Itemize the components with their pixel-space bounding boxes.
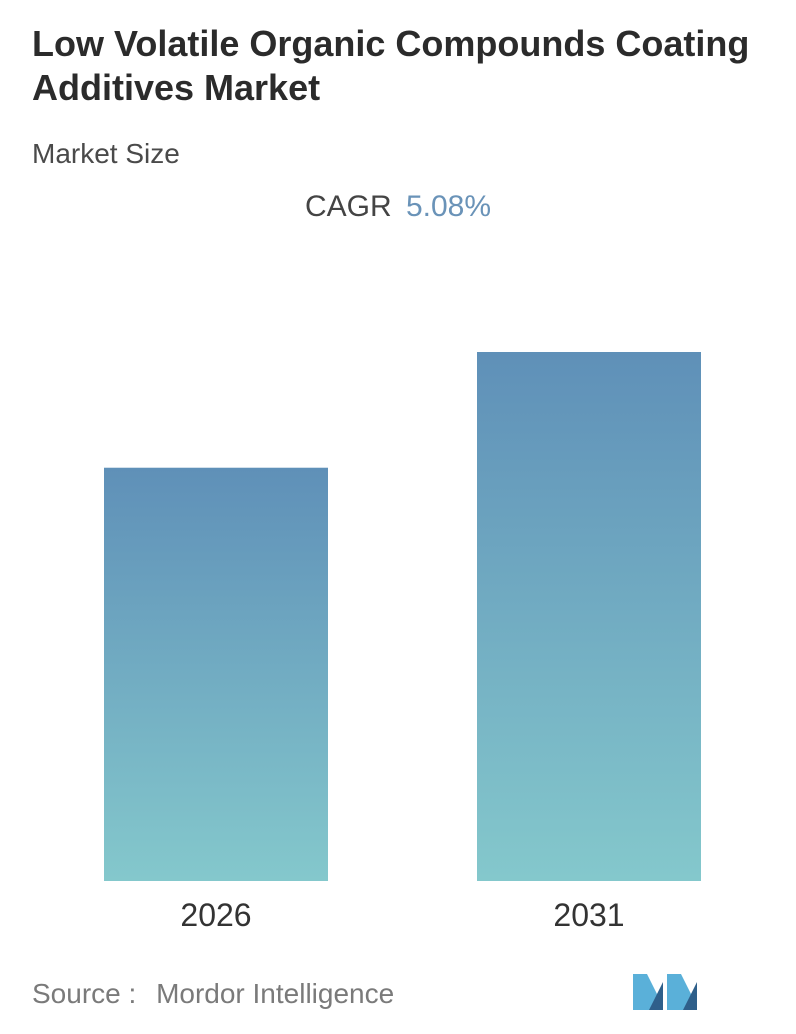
bars-group	[104, 352, 701, 881]
x-axis-labels: 2026 2031	[180, 897, 624, 933]
x-tick-label-2031: 2031	[553, 897, 624, 933]
chart-subtitle: Market Size	[32, 138, 180, 169]
chart-title: Low Volatile Organic Compounds Coating A…	[32, 23, 750, 108]
cagr-label: CAGR	[304, 190, 392, 223]
cagr-indicator: CAGR 5.08%	[0, 190, 796, 224]
bar-2026	[104, 467, 328, 881]
bar-2031	[477, 352, 701, 881]
cagr-value: 5.08%	[405, 190, 492, 223]
x-tick-label-2026: 2026	[180, 897, 251, 933]
source-name: Mordor Intelligence	[156, 978, 395, 1009]
source-label: Source :	[32, 978, 137, 1009]
mordor-intelligence-logo-icon	[633, 974, 697, 1010]
bar-chart: 2026 2031	[104, 352, 701, 933]
source-line: Source : Mordor Intelligence	[32, 978, 394, 1010]
